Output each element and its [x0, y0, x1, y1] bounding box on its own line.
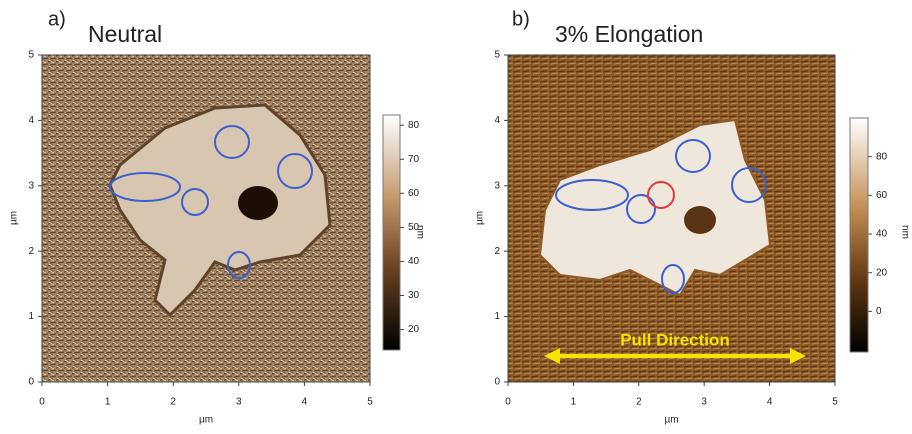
panel-title: 3% Elongation [555, 21, 703, 47]
x-tick-label: 3 [236, 397, 242, 408]
y-tick-label: 0 [28, 377, 34, 388]
y-tick-label: 3 [28, 180, 34, 191]
x-tick-label: 5 [832, 397, 838, 408]
y-tick-label: 4 [28, 115, 34, 126]
y-tick-label: 3 [494, 180, 500, 191]
colorbar-tick-label: 80 [408, 120, 420, 131]
y-axis-label: µm [475, 211, 486, 225]
colorbar-label: nm [414, 225, 425, 239]
x-tick-label: 4 [767, 397, 773, 408]
colorbar-tick-label: 20 [876, 267, 888, 278]
colorbar-tick-label: 70 [408, 154, 420, 165]
y-tick-label: 2 [28, 246, 34, 257]
x-tick-label: 3 [701, 397, 707, 408]
y-tick-label: 1 [494, 311, 500, 322]
panel-title: Neutral [88, 21, 162, 47]
colorbar-tick-label: 30 [408, 290, 420, 301]
colorbar-tick-label: 0 [876, 306, 882, 317]
x-tick-label: 5 [367, 397, 373, 408]
colorbar-tick-label: 60 [408, 188, 420, 199]
colorbar-tick-label: 40 [876, 229, 888, 240]
y-tick-label: 4 [494, 115, 500, 126]
y-axis-label: µm [9, 211, 20, 225]
afm-image-a [42, 55, 370, 382]
y-tick-label: 2 [494, 246, 500, 257]
x-tick-label: 4 [302, 397, 308, 408]
x-axis-label: µm [664, 415, 678, 426]
colorbar-label: nm [899, 225, 910, 239]
figure: a)Neutral012345012345µmµm20304050607080n… [0, 0, 912, 429]
y-tick-label: 0 [494, 377, 500, 388]
y-tick-label: 5 [494, 50, 500, 61]
x-tick-label: 1 [105, 397, 111, 408]
colorbar-tick-label: 60 [876, 190, 888, 201]
x-tick-label: 0 [39, 397, 45, 408]
colorbar-tick-label: 80 [876, 151, 888, 162]
x-axis-label: µm [199, 415, 213, 426]
colorbar [850, 118, 868, 352]
x-tick-label: 1 [571, 397, 577, 408]
x-tick-label: 0 [505, 397, 511, 408]
colorbar-tick-label: 20 [408, 324, 420, 335]
panel-label: a) [48, 8, 66, 30]
colorbar-tick-label: 40 [408, 256, 420, 267]
y-tick-label: 1 [28, 311, 34, 322]
colorbar [383, 115, 400, 350]
x-tick-label: 2 [170, 397, 176, 408]
panel-label: b) [512, 8, 530, 30]
x-tick-label: 2 [636, 397, 642, 408]
annotation: Pull Direction [620, 330, 730, 349]
y-tick-label: 5 [28, 50, 34, 61]
